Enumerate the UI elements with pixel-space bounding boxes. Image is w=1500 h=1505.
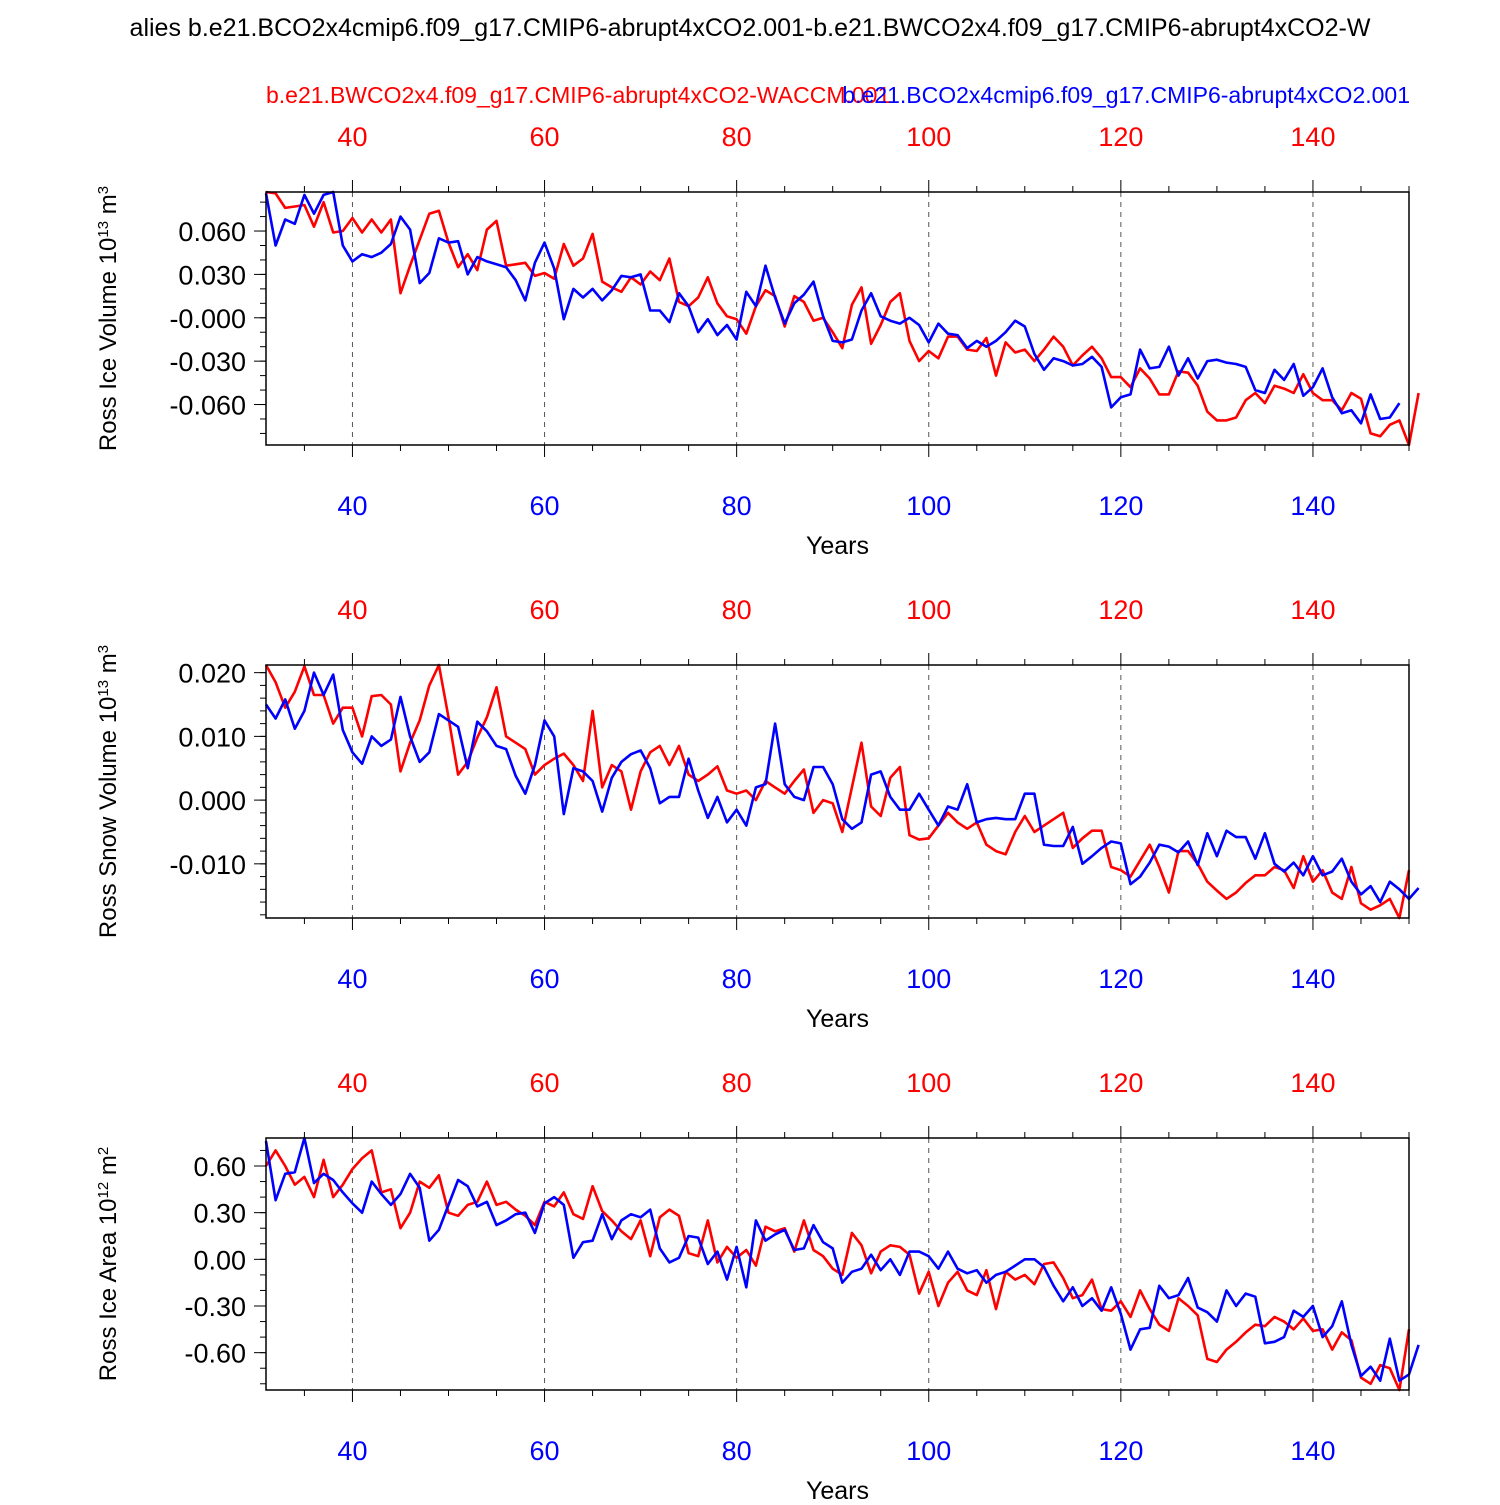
y-tick-label: -0.010 [169, 850, 246, 880]
y-tick-label: 0.60 [193, 1152, 246, 1182]
y-tick-label: 0.30 [193, 1199, 246, 1229]
y-tick-label: 0.010 [178, 722, 246, 752]
x-tick-label-bottom: 140 [1290, 964, 1335, 994]
x-tick-label-top: 100 [906, 1068, 951, 1098]
figure-title: alies b.e21.BCO2x4cmip6.f09_g17.CMIP6-ab… [130, 14, 1371, 42]
x-tick-label-bottom: 100 [906, 964, 951, 994]
y-axis-label-superscript: 12 [95, 1182, 112, 1199]
series-line-blue [264, 190, 1401, 425]
x-tick-label-bottom: 140 [1290, 491, 1335, 521]
x-tick-label-top: 100 [906, 122, 951, 152]
y-tick-label: -0.60 [184, 1339, 246, 1369]
y-axis-label-superscript: 2 [95, 1147, 112, 1155]
x-tick-label-bottom: 40 [337, 964, 367, 994]
x-tick-label-top: 40 [337, 1068, 367, 1098]
legend-blue-series: b.e21.BCO2x4cmip6.f09_g17.CMIP6-abrupt4x… [842, 82, 1410, 108]
y-axis-label-text: m [95, 194, 122, 221]
y-tick-label: -0.30 [184, 1292, 246, 1322]
y-tick-label: -0.060 [169, 391, 246, 421]
y-tick-label: 0.00 [193, 1245, 246, 1275]
series-line-red [264, 663, 1411, 920]
series-line-blue [264, 1136, 1420, 1382]
x-tick-label-bottom: 100 [906, 1436, 951, 1466]
x-tick-label-top: 140 [1290, 1068, 1335, 1098]
series-line-red [265, 190, 1420, 447]
x-axis-label: Years [806, 1005, 869, 1033]
ross-snow-volume-panel: 40 40 60 60 80 80 100 100 120 120 140 140 Years 0.020… [95, 595, 1420, 1033]
y-axis-label-text: m [95, 1155, 122, 1182]
x-tick-label-top: 80 [722, 122, 752, 152]
y-tick-label: 0.020 [178, 659, 246, 689]
x-tick-label-bottom: 140 [1290, 1436, 1335, 1466]
y-axis-label-text: Ross Ice Area 10 [95, 1198, 122, 1381]
x-tick-label-top: 140 [1290, 122, 1335, 152]
x-tick-label-top: 80 [722, 595, 752, 625]
y-axis-label-text: Ross Ice Volume 10 [95, 238, 122, 451]
plot-frame [265, 191, 1410, 446]
x-tick-label-bottom: 40 [337, 491, 367, 521]
x-tick-label-bottom: 80 [722, 1436, 752, 1466]
x-tick-label-top: 100 [906, 595, 951, 625]
y-axis-label-superscript: 13 [95, 680, 112, 697]
series-line-blue [264, 671, 1420, 904]
x-tick-label-top: 120 [1098, 1068, 1143, 1098]
y-tick-label: 0.030 [178, 260, 246, 290]
y-axis-label: Ross Ice Area 1012 m2 [95, 1147, 123, 1381]
x-tick-label-top: 140 [1290, 595, 1335, 625]
x-tick-label-top: 60 [530, 595, 560, 625]
x-tick-label-bottom: 120 [1098, 1436, 1143, 1466]
x-tick-label-bottom: 120 [1098, 491, 1143, 521]
panels-group: 40 40 60 60 80 80 100 100 120 120 140 140 Years 0.060… [95, 122, 1420, 1505]
y-tick-label: 0.060 [178, 217, 246, 247]
y-axis-label-superscript: 3 [95, 645, 112, 653]
x-tick-label-bottom: 40 [337, 1436, 367, 1466]
x-tick-label-top: 120 [1098, 595, 1143, 625]
y-axis-label: Ross Snow Volume 1013 m3 [95, 645, 123, 938]
x-axis-label: Years [806, 1477, 869, 1500]
x-tick-label-bottom: 60 [530, 1436, 560, 1466]
x-tick-label-top: 60 [530, 1068, 560, 1098]
x-tick-label-top: 120 [1098, 122, 1143, 152]
ross-ice-area-panel: 40 40 60 60 80 80 100 100 120 120 140 140 Years 0.60 0… [95, 1068, 1420, 1505]
legend-red-series: b.e21.BWCO2x4.f09_g17.CMIP6-abrupt4xCO2-… [266, 82, 890, 108]
y-axis-label-text: m [95, 653, 122, 680]
ross-ice-volume-panel: 40 40 60 60 80 80 100 100 120 120 140 140 Years 0.060… [95, 122, 1420, 560]
y-axis-label-superscript: 13 [95, 221, 112, 238]
x-axis-label: Years [806, 532, 869, 560]
y-axis-label-text: Ross Snow Volume 10 [95, 697, 122, 938]
x-tick-label-bottom: 80 [722, 491, 752, 521]
x-tick-label-bottom: 60 [530, 964, 560, 994]
y-tick-label: 0.000 [178, 786, 246, 816]
x-tick-label-bottom: 60 [530, 491, 560, 521]
x-tick-label-bottom: 100 [906, 491, 951, 521]
x-tick-label-top: 60 [530, 122, 560, 152]
x-tick-label-bottom: 120 [1098, 964, 1143, 994]
y-axis-label-superscript: 3 [95, 186, 112, 194]
series-line-red [264, 1149, 1411, 1392]
x-tick-label-top: 80 [722, 1068, 752, 1098]
y-tick-label: -0.000 [169, 304, 246, 334]
x-tick-label-top: 40 [337, 122, 367, 152]
plot-frame [265, 1137, 1410, 1391]
plot-frame [265, 664, 1410, 919]
y-tick-label: -0.030 [169, 347, 246, 377]
x-tick-label-bottom: 80 [722, 964, 752, 994]
y-axis-label: Ross Ice Volume 1013 m3 [95, 186, 123, 451]
x-tick-label-top: 40 [337, 595, 367, 625]
